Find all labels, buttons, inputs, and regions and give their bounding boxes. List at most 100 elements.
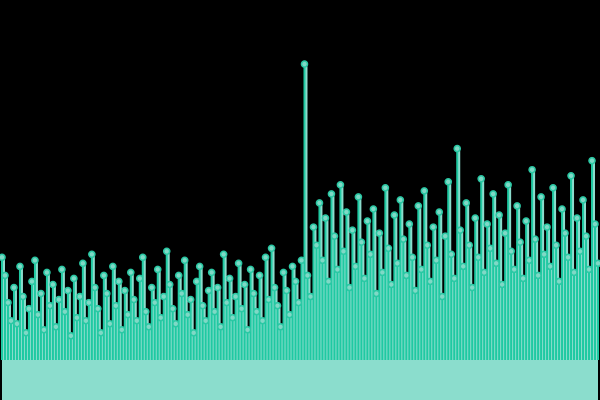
data-point-marker (237, 304, 246, 313)
data-point-marker (411, 286, 420, 295)
data-point-marker (25, 304, 33, 313)
data-point-marker (162, 247, 171, 256)
data-point-marker (300, 60, 309, 68)
data-point-marker (82, 316, 90, 325)
data-point-marker (252, 307, 261, 316)
data-point-marker (471, 214, 480, 222)
data-point-marker (354, 193, 363, 201)
data-point-marker (234, 259, 243, 268)
data-point-marker (582, 232, 590, 240)
data-point-marker (372, 289, 381, 298)
data-point-marker (106, 319, 114, 328)
data-point-marker (49, 280, 57, 289)
markers-layer (0, 60, 600, 340)
data-point-marker (540, 250, 548, 259)
data-point-marker (153, 265, 162, 274)
data-point-marker (336, 181, 345, 189)
data-point-marker (393, 259, 402, 268)
data-point-marker (570, 268, 578, 277)
data-point-marker (534, 271, 542, 280)
data-point-marker (516, 238, 524, 247)
data-point-marker (52, 322, 60, 331)
data-point-marker (282, 286, 291, 295)
data-point-marker (357, 238, 366, 247)
data-point-marker (408, 253, 417, 262)
data-point-marker (303, 271, 312, 280)
data-point-marker (204, 286, 213, 295)
data-point-marker (147, 283, 156, 292)
data-point-marker (462, 199, 471, 207)
data-point-marker (258, 316, 267, 325)
data-point-marker (67, 332, 75, 340)
data-point-marker (579, 196, 587, 204)
data-point-marker (402, 271, 411, 280)
data-point-marker (91, 283, 99, 292)
data-point-marker (441, 232, 450, 240)
data-point-marker (189, 329, 198, 337)
data-point-marker (594, 259, 600, 268)
data-point-marker (384, 244, 393, 253)
data-point-marker (438, 292, 447, 301)
data-point-marker (135, 274, 144, 283)
data-point-marker (207, 268, 216, 277)
data-point-marker (537, 193, 545, 201)
data-point-marker (273, 301, 282, 310)
data-point-marker (112, 301, 120, 310)
data-point-marker (420, 187, 429, 195)
data-point-marker (174, 271, 183, 280)
data-point-marker (132, 316, 141, 325)
data-point-marker (504, 181, 512, 189)
data-point-marker (414, 202, 423, 210)
data-point-marker (591, 220, 599, 228)
data-point-marker (4, 298, 12, 307)
data-point-marker (100, 271, 108, 280)
data-point-marker (498, 280, 506, 289)
data-point-marker (34, 310, 42, 319)
data-point-marker (330, 232, 339, 240)
data-point-marker (321, 214, 330, 222)
data-point-marker (279, 268, 288, 277)
data-point-marker (453, 144, 462, 153)
data-point-marker (46, 301, 54, 310)
data-point-marker (171, 319, 180, 328)
data-point-marker (228, 313, 237, 322)
data-point-marker (312, 241, 321, 250)
data-point-marker (489, 190, 497, 198)
data-point-marker (543, 223, 551, 231)
data-point-marker (165, 280, 174, 289)
data-point-marker (585, 265, 593, 274)
data-point-marker (261, 253, 270, 262)
data-point-marker (567, 171, 575, 180)
data-point-marker (276, 322, 285, 331)
data-point-marker (1, 271, 9, 280)
data-point-marker (396, 196, 405, 204)
data-point-marker (465, 241, 474, 250)
data-point-marker (339, 247, 348, 256)
data-point-marker (231, 292, 240, 301)
data-point-marker (510, 265, 518, 274)
data-point-marker (31, 256, 39, 265)
data-point-marker (129, 295, 138, 304)
data-point-marker (378, 268, 387, 277)
data-point-marker (192, 277, 201, 286)
data-point-marker (429, 223, 438, 231)
data-point-marker (522, 217, 530, 225)
data-point-marker (552, 241, 560, 250)
data-point-marker (28, 277, 36, 286)
data-point-marker (588, 156, 596, 165)
data-point-marker (576, 247, 584, 256)
data-point-marker (88, 250, 96, 259)
data-point-marker (22, 329, 30, 337)
data-point-marker (459, 262, 468, 271)
data-point-marker (222, 298, 231, 307)
data-point-marker (342, 208, 351, 216)
data-point-marker (156, 313, 165, 322)
data-point-marker (546, 262, 554, 271)
data-point-marker (85, 298, 93, 307)
data-point-marker (150, 298, 159, 307)
data-point-marker (159, 292, 168, 301)
data-point-marker (333, 265, 342, 274)
data-point-marker (264, 295, 273, 304)
data-point-marker (267, 244, 276, 253)
